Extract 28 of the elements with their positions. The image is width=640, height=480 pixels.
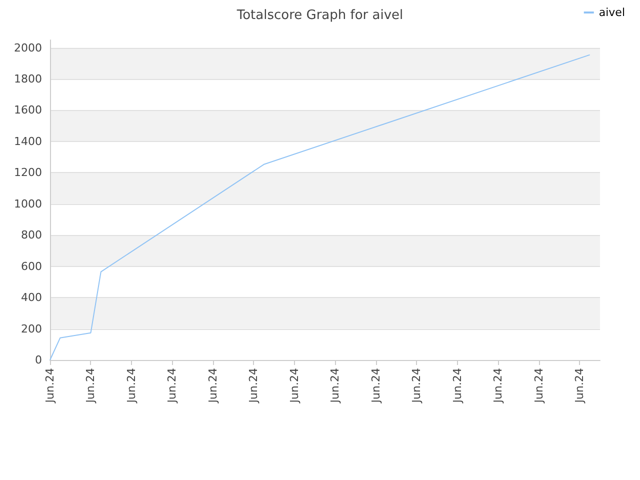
- y-tick-label: 200: [21, 322, 42, 336]
- chart-title: Totalscore Graph for aivel: [236, 8, 404, 23]
- x-tick-label: Jun.24: [369, 368, 382, 404]
- y-tick-label: 1800: [14, 72, 42, 86]
- x-tick-label: Jun.24: [492, 368, 505, 404]
- y-tick-label: 0: [35, 354, 42, 366]
- x-tick-label: Jun.24: [288, 368, 301, 404]
- x-tick-label: Jun.24: [206, 368, 220, 404]
- x-tick-label: Jun.24: [44, 368, 56, 404]
- y-tick-label: 400: [21, 291, 42, 304]
- y-tick-label: 1200: [14, 166, 42, 180]
- y-tick-label: 1600: [14, 104, 42, 117]
- x-tick-label: Jun.24: [247, 368, 260, 404]
- x-tick-label: Jun.24: [328, 368, 342, 404]
- x-tick-label: Jun.24: [84, 368, 98, 404]
- y-tick-label: 1000: [14, 197, 42, 210]
- y-tick-label: 2000: [14, 41, 42, 54]
- legend-label: aivel: [598, 6, 626, 19]
- x-tick-label: Jun.24: [410, 368, 424, 404]
- x-tick-label: Jun.24: [532, 368, 546, 404]
- x-tick-label: Jun.24: [124, 368, 138, 404]
- y-tick-label: 1400: [14, 134, 42, 148]
- x-tick-label: Jun.24: [166, 368, 179, 404]
- line-series: [50, 54, 590, 360]
- y-tick-label: 600: [21, 260, 42, 273]
- x-tick-label: Jun.24: [573, 368, 586, 404]
- x-tick-label: Jun.24: [450, 368, 464, 404]
- y-tick-label: 800: [21, 228, 42, 242]
